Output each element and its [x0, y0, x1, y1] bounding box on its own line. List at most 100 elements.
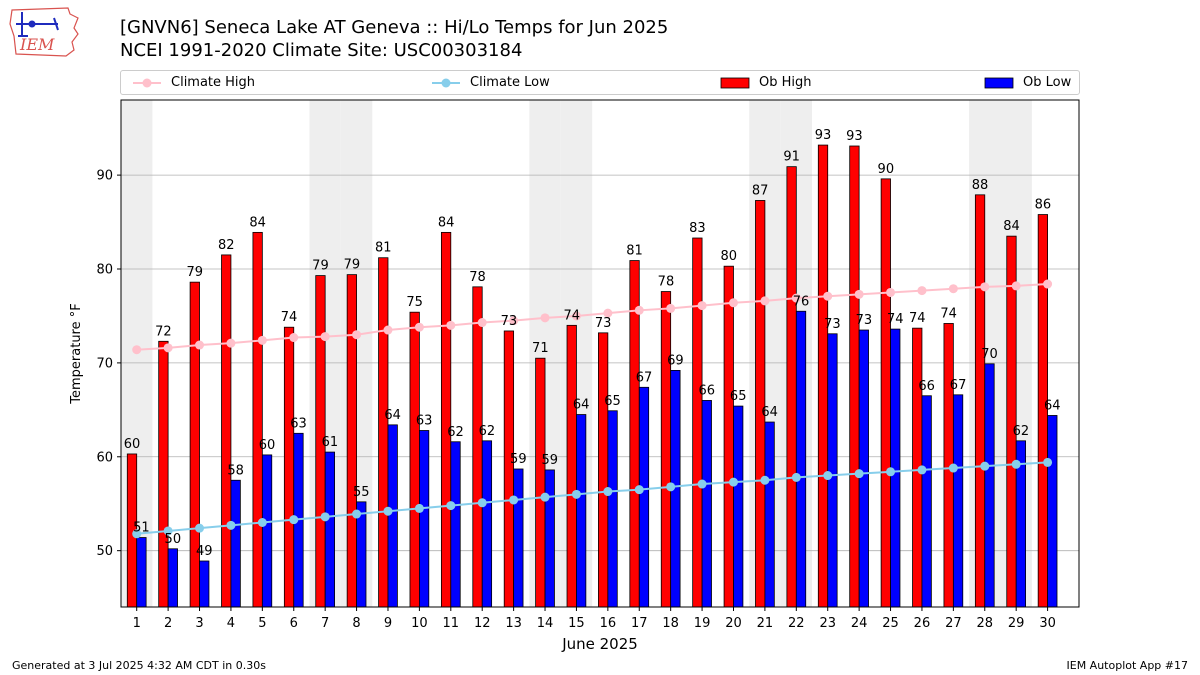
ob-high-value-label: 79	[312, 259, 329, 274]
climate-low-point	[791, 472, 801, 482]
ob-high-bar	[440, 231, 452, 608]
x-tick-label: 22	[788, 616, 805, 631]
x-tick-label: 6	[290, 616, 298, 631]
climate-high-point	[823, 291, 833, 301]
ob-high-value-label: 73	[595, 316, 612, 331]
climate-high-point	[886, 287, 896, 297]
ob-high-value-label: 88	[972, 178, 989, 193]
ob-high-legend-swatch	[720, 77, 750, 88]
legend-label-ob-low: Ob Low	[1023, 75, 1072, 90]
climate-lines	[132, 279, 1053, 539]
climate-low-legend-marker	[432, 78, 460, 87]
x-tick-label: 1	[133, 616, 141, 631]
ob-low-value-label: 59	[541, 453, 558, 468]
legend-label-climate-high: Climate High	[171, 75, 256, 90]
ob-low-value-label: 65	[730, 389, 747, 404]
ob-low-value-label: 70	[981, 347, 998, 362]
climate-high-point	[791, 293, 801, 303]
ob-high-value-label: 72	[155, 324, 172, 339]
ob-low-value-label: 74	[887, 312, 904, 327]
ob-low-value-label: 50	[165, 532, 182, 547]
ob-high-bar	[409, 311, 420, 608]
climate-high-line	[136, 283, 1048, 351]
ob-low-value-label: 67	[636, 370, 653, 385]
x-tick-label: 21	[757, 616, 774, 631]
ob-high-value-label: 93	[815, 128, 832, 143]
ob-high-value-label: 73	[501, 314, 518, 329]
climate-high-point	[1043, 279, 1053, 289]
ob-high-value-label: 71	[532, 341, 549, 356]
x-tick-label: 15	[568, 616, 585, 631]
climate-high-point	[132, 345, 142, 355]
ob-low-value-label: 64	[573, 398, 590, 413]
footer-generated-text: Generated at 3 Jul 2025 4:32 AM CDT in 0…	[12, 659, 266, 672]
x-tick-label: 2	[164, 616, 172, 631]
x-tick-label: 11	[443, 616, 460, 631]
x-tick-label: 4	[227, 616, 235, 631]
ob-high-value-label: 74	[940, 306, 957, 321]
climate-low-point	[352, 509, 362, 519]
ob-low-value-label: 73	[824, 317, 841, 332]
ob-high-value-label: 60	[124, 437, 141, 452]
climate-low-point	[383, 506, 393, 516]
ob-high-value-label: 90	[878, 162, 895, 177]
ob-high-value-label: 86	[1035, 198, 1052, 213]
ob-low-bar	[324, 451, 335, 608]
iowa-state-outline	[9, 7, 79, 57]
climate-low-point	[195, 523, 205, 533]
ob-high-value-label: 78	[658, 275, 675, 290]
climate-low-point	[1043, 457, 1053, 467]
climate-high-point	[195, 340, 205, 350]
ob-high-value-label: 74	[563, 308, 580, 323]
ob-low-value-label: 62	[1013, 424, 1030, 439]
climate-low-point	[257, 518, 267, 527]
ob-high-bar	[723, 265, 734, 608]
x-tick-label: 19	[694, 616, 711, 631]
ob-low-bar	[764, 421, 775, 608]
climate-high-point	[352, 330, 362, 340]
ob-high-bar	[221, 254, 232, 608]
x-tick-label: 20	[725, 616, 742, 631]
x-tick-label: 17	[631, 616, 648, 631]
ob-low-value-label: 61	[322, 435, 339, 450]
ob-low-bar	[136, 537, 147, 608]
ob-low-value-label: 62	[479, 424, 496, 439]
ob-low-bar	[261, 454, 273, 608]
x-tick-label: 14	[537, 616, 554, 631]
ob-low-bar	[921, 395, 932, 608]
x-tick-label: 30	[1039, 616, 1056, 631]
climate-high-point	[320, 332, 330, 342]
ob-low-value-label: 76	[793, 294, 810, 309]
ob-low-bar	[199, 560, 210, 608]
iem-logo: IEM	[9, 7, 79, 57]
legend-item-ob-low: Ob Low	[983, 71, 1071, 94]
iem-logo-text: IEM	[19, 35, 55, 54]
x-tick-label: 23	[819, 616, 836, 631]
climate-high-point	[163, 343, 173, 353]
legend-item-climate-low: Climate Low	[430, 71, 550, 94]
climate-high-point	[540, 313, 550, 323]
climate-low-point	[540, 492, 550, 502]
x-tick-label: 16	[600, 616, 617, 631]
climate-low-point	[823, 471, 833, 481]
legend-item-climate-high: Climate High	[131, 71, 255, 94]
ob-low-value-label: 64	[1044, 398, 1061, 413]
x-tick-label: 26	[914, 616, 931, 631]
climate-low-point	[760, 475, 770, 485]
ob-high-bar	[692, 237, 703, 608]
climate-high-point	[634, 305, 644, 315]
climate-high-point	[854, 289, 864, 299]
climate-high-point	[446, 320, 456, 330]
ob-high-value-label: 74	[281, 310, 298, 325]
climate-low-point	[666, 482, 676, 492]
ob-high-bar	[535, 357, 546, 608]
y-axis-title: Temperature °F	[69, 303, 84, 404]
ob-low-value-label: 67	[950, 378, 967, 393]
ob-low-value-label: 62	[447, 425, 464, 440]
ob-low-bar	[167, 548, 178, 608]
ob-low-value-label: 65	[604, 394, 621, 409]
ob-low-bar	[984, 363, 995, 608]
climate-high-point	[289, 333, 299, 343]
climate-high-point	[980, 282, 990, 292]
